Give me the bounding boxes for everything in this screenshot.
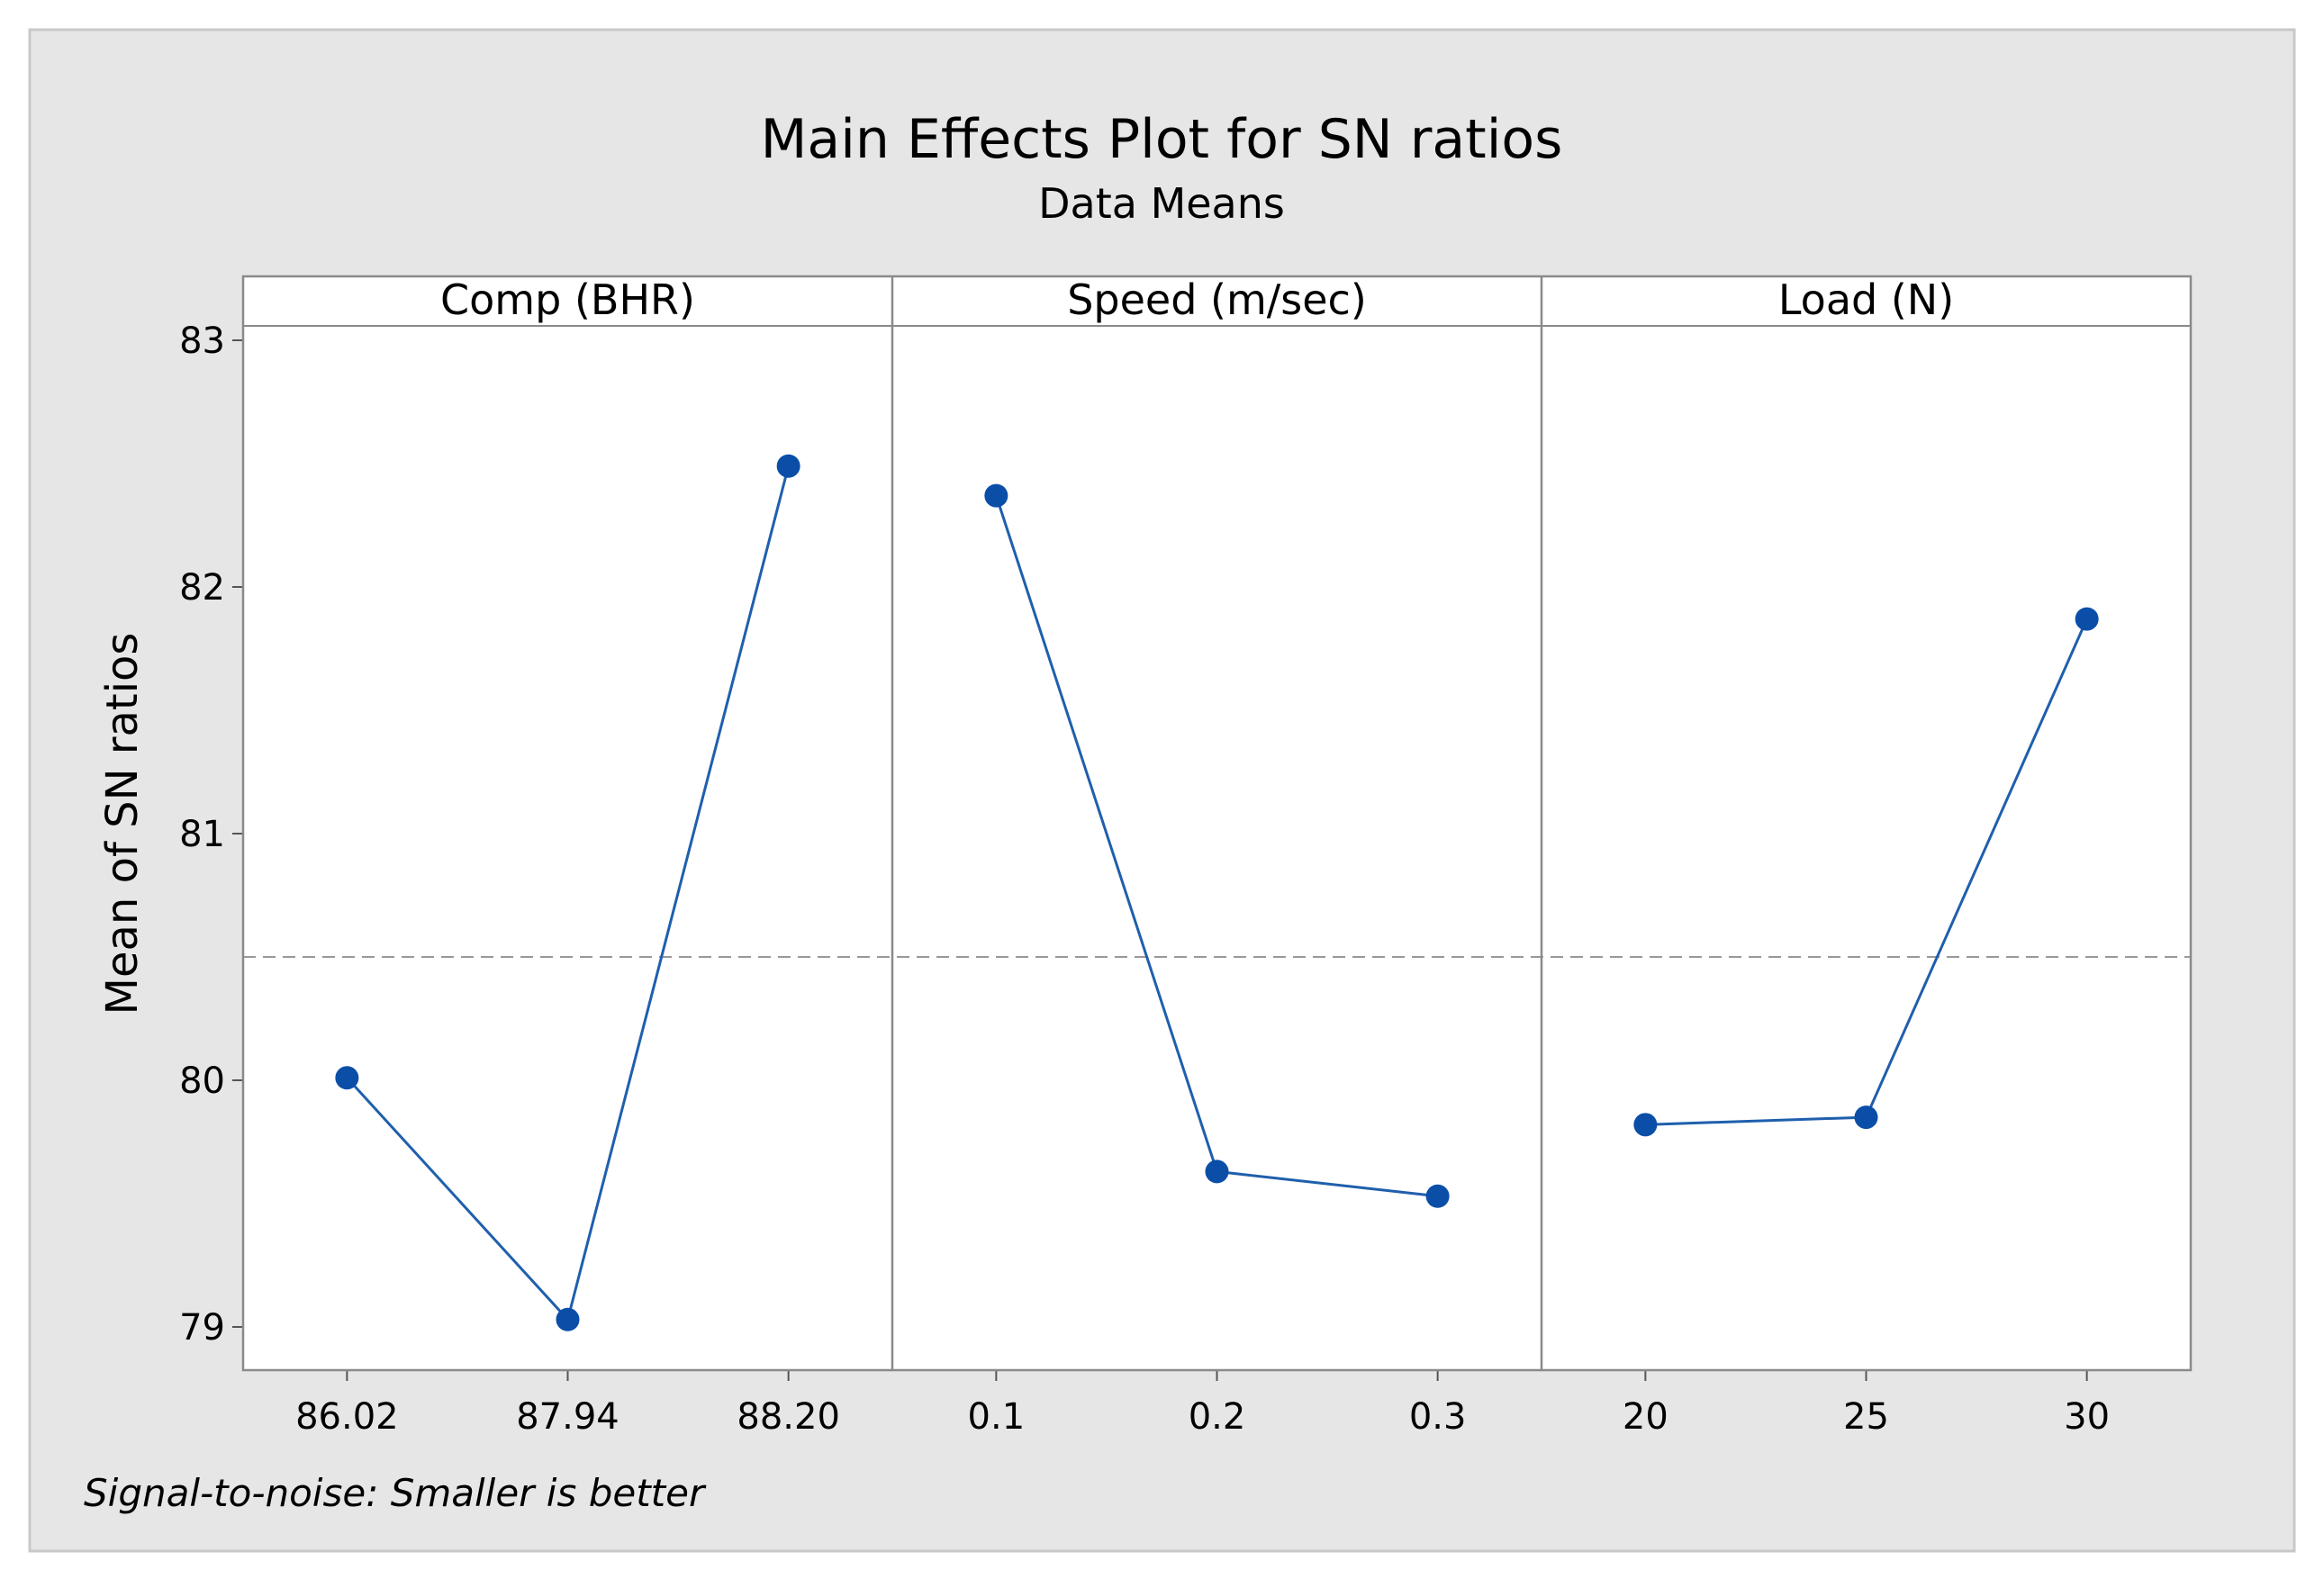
x-tick-label: 25 (1843, 1396, 1889, 1438)
y-tick-label: 80 (179, 1060, 225, 1102)
data-point (1205, 1159, 1229, 1184)
data-point (776, 454, 800, 478)
data-point (2075, 607, 2099, 631)
data-point (1854, 1105, 1878, 1130)
x-tick-label: 0.1 (968, 1396, 1026, 1438)
panel-label: Comp (BHR) (440, 275, 695, 324)
panel-label: Load (N) (1778, 275, 1954, 324)
y-tick-label: 79 (179, 1307, 225, 1349)
data-point (984, 483, 1008, 508)
footnote: Signal-to-noise: Smaller is better (84, 1471, 707, 1515)
x-tick-label: 88.20 (737, 1396, 840, 1438)
data-point (556, 1307, 580, 1331)
plot-area: 79 80 81 82 83 Comp (BHR) 86.02 87.94 88.20 Speed… (179, 275, 2193, 1438)
plot-background (243, 276, 2191, 1370)
chart-title: Main Effects Plot for SN ratios (761, 108, 1563, 171)
data-point (1425, 1184, 1450, 1208)
plot-border (241, 275, 2193, 1372)
y-axis-label: Mean of SN ratios (97, 633, 148, 1015)
y-tick-label: 81 (179, 814, 225, 855)
data-point (1633, 1113, 1658, 1137)
y-tick-label: 83 (179, 320, 225, 362)
x-tick-label: 87.94 (516, 1396, 619, 1438)
data-point (335, 1066, 359, 1090)
x-tick-label: 20 (1623, 1396, 1668, 1438)
x-tick-label: 30 (2064, 1396, 2110, 1438)
panel-label: Speed (m/sec) (1067, 275, 1367, 324)
chart-subtitle: Data Means (1038, 179, 1285, 228)
x-tick-label: 86.02 (295, 1396, 399, 1438)
x-tick-label: 0.3 (1409, 1396, 1467, 1438)
y-tick-label: 82 (179, 567, 225, 609)
x-tick-label: 0.2 (1189, 1396, 1246, 1438)
